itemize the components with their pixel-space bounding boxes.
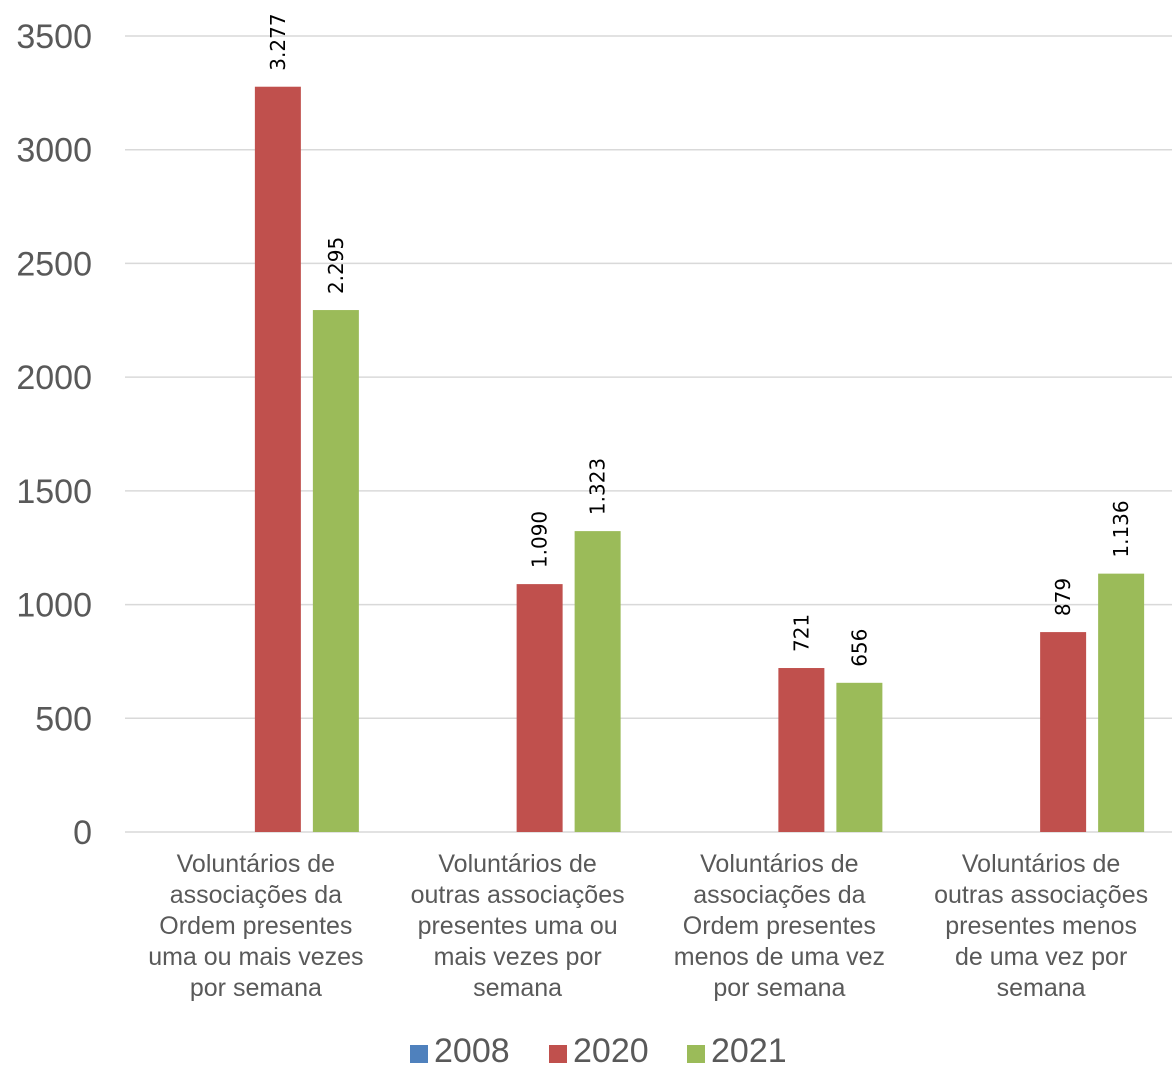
bar-2021	[574, 531, 621, 832]
y-tick-label: 3500	[16, 18, 92, 56]
data-label: 721	[789, 614, 813, 652]
legend-label-2008: 2008	[434, 1032, 510, 1070]
category-labels: Voluntários de associações da Ordem presen…	[148, 850, 1148, 1002]
category-label: Voluntários de outras associações presente…	[411, 850, 625, 1002]
y-tick-label: 2500	[16, 245, 92, 283]
y-tick-label: 0	[73, 814, 92, 852]
bar-2021	[1098, 573, 1145, 832]
y-tick-label: 500	[35, 700, 92, 738]
legend-label-2020: 2020	[573, 1032, 649, 1070]
data-label: 2.295	[324, 237, 348, 294]
data-label: 3.277	[266, 13, 290, 70]
data-label: 1.136	[1109, 500, 1133, 557]
data-label: 879	[1051, 578, 1075, 616]
data-labels: 3.277 2.295 1.090 1.323 721 656 879 1.136	[266, 13, 1133, 666]
legend-swatch-2008	[410, 1045, 428, 1063]
bar-2020	[254, 86, 301, 833]
bars	[254, 86, 1145, 833]
bar-2020	[778, 668, 825, 832]
bar-2020	[1040, 632, 1087, 832]
legend-swatch-2021	[687, 1045, 705, 1063]
bar-2021	[836, 682, 883, 832]
y-axis-ticks: 0 500 1000 1500 2000 2500 3000 3500	[16, 18, 92, 852]
bar-2020	[516, 584, 563, 832]
legend: 2008 2020 2021	[410, 1032, 787, 1070]
y-tick-label: 3000	[16, 132, 92, 170]
legend-swatch-2020	[549, 1045, 567, 1063]
data-label: 1.323	[586, 458, 610, 515]
data-label: 656	[847, 629, 871, 667]
category-label: Voluntários de outras associações presente…	[934, 850, 1148, 1002]
y-tick-label: 1000	[16, 587, 92, 625]
category-label: Voluntários de associações da Ordem presen…	[674, 850, 885, 1002]
y-tick-label: 1500	[16, 473, 92, 511]
data-label: 1.090	[528, 511, 552, 568]
category-label: Voluntários de associações da Ordem presen…	[148, 850, 363, 1002]
bar-2021	[312, 310, 359, 833]
legend-label-2021: 2021	[711, 1032, 787, 1070]
y-tick-label: 2000	[16, 359, 92, 397]
